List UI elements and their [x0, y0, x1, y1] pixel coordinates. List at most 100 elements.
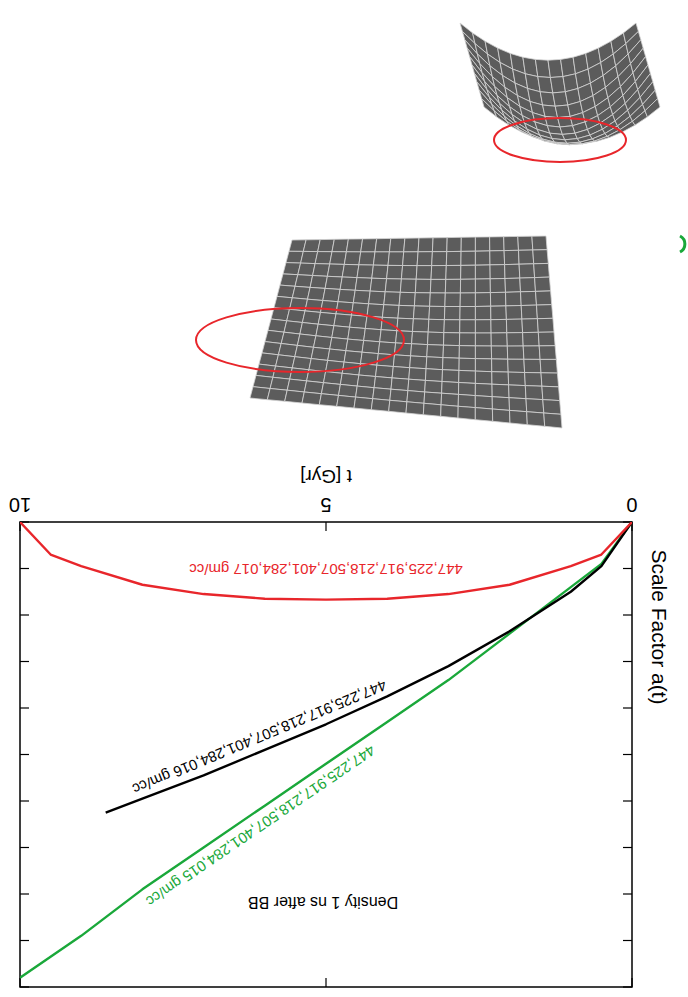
surface-cell — [298, 263, 315, 275]
surface-cell — [411, 344, 428, 357]
surface-cell — [413, 306, 429, 319]
series-label: 447,225,917,218,507,401,284,016 gm/cc — [130, 677, 389, 798]
surface-cell — [287, 309, 305, 322]
surface-cell — [250, 387, 270, 400]
surface-cell — [313, 264, 330, 277]
surface-cell — [425, 369, 442, 382]
surface-cell — [426, 357, 443, 370]
surface-cell — [392, 367, 410, 380]
flat-surface — [250, 236, 562, 428]
surface-cell — [525, 386, 543, 400]
surface-cell — [430, 293, 446, 307]
y-tick — [20, 847, 29, 848]
surface-cell — [441, 393, 458, 406]
surface-cell — [295, 345, 314, 358]
surface-cell — [446, 251, 461, 265]
y-tick — [20, 986, 29, 987]
surface-cell — [268, 319, 287, 332]
surface-cell — [475, 279, 490, 293]
surface-cell — [543, 400, 561, 415]
surface-cell — [375, 238, 391, 252]
surface-cell — [542, 386, 560, 400]
chart: 0510t [Gyr]Scale Factor a(t)447,225,917,… — [0, 0, 688, 997]
surface-cell — [373, 252, 389, 266]
surface-cell — [407, 391, 425, 404]
y-tick — [20, 754, 29, 755]
surface-cell — [387, 265, 403, 279]
surface-cell — [276, 355, 295, 368]
surface-cell — [346, 339, 364, 352]
surface-cell — [492, 359, 509, 372]
surface-cell — [490, 292, 506, 306]
surface-cell — [491, 306, 507, 320]
surface-cell — [406, 402, 424, 415]
y-tick — [20, 940, 29, 941]
y-tick — [20, 568, 29, 569]
surface-cell — [442, 370, 459, 383]
surface-cell — [304, 381, 323, 394]
surface-cell — [425, 380, 442, 393]
surface-cell — [459, 358, 475, 371]
surface-cell — [278, 344, 297, 357]
surface-cell — [475, 396, 492, 409]
surface-cell — [373, 388, 391, 401]
surface-cell — [459, 370, 476, 383]
surface-cell — [370, 278, 386, 292]
surface-cell — [364, 329, 381, 342]
surface-cell — [348, 327, 366, 340]
surface-cell — [342, 264, 359, 277]
surface-cell — [536, 291, 552, 305]
surface-cell — [415, 279, 431, 293]
surface-cell — [645, 99, 660, 117]
y-tick — [623, 568, 632, 569]
surface-cell — [316, 324, 334, 337]
surface-cell — [445, 279, 460, 293]
surface-cell — [475, 265, 490, 279]
surface-cell — [475, 333, 491, 346]
surface-cell — [409, 368, 426, 381]
surface-cell — [443, 345, 459, 358]
surface-cell — [459, 346, 475, 359]
surface-cell — [595, 136, 610, 141]
surface-cell — [524, 359, 541, 373]
surface-cell — [490, 251, 505, 265]
surface-cell — [490, 237, 505, 251]
y-tick — [623, 800, 632, 801]
surface-cell — [441, 405, 459, 418]
closed-surface — [460, 23, 660, 145]
y-axis-title: Scale Factor a(t) — [648, 549, 671, 704]
surface-cell — [475, 346, 491, 359]
surface-cell — [492, 397, 509, 411]
surface-cell — [544, 413, 562, 428]
surface-cell — [444, 333, 460, 346]
surface-cell — [292, 286, 310, 299]
surface-cell — [390, 389, 408, 402]
surface-cell — [424, 392, 442, 405]
surface-cell — [504, 236, 519, 250]
x-tick — [325, 978, 326, 987]
surface-cell — [287, 379, 306, 392]
surface-cell — [475, 306, 491, 320]
surface-cell — [459, 383, 476, 396]
surface-cell — [310, 276, 327, 289]
surface-cell — [539, 346, 556, 360]
surface-cell — [475, 383, 492, 396]
surface-cell — [475, 371, 492, 384]
surface-cell — [332, 239, 348, 252]
surface-cell — [410, 356, 427, 369]
surface-cell — [324, 372, 343, 385]
surface-cell — [521, 291, 537, 305]
surface-cell — [447, 237, 462, 251]
surface-cell — [444, 307, 460, 320]
surface-cell — [302, 311, 320, 324]
surface-cell — [404, 238, 419, 252]
surface-cell — [281, 332, 300, 345]
surface-cell — [284, 321, 302, 334]
surface-cell — [334, 314, 352, 327]
surface-cell — [344, 351, 362, 364]
surface-cell — [504, 250, 519, 264]
surface-cell — [432, 238, 447, 252]
surface-cell — [446, 265, 461, 279]
surface-cell — [620, 121, 635, 132]
surface-cell — [491, 333, 507, 346]
